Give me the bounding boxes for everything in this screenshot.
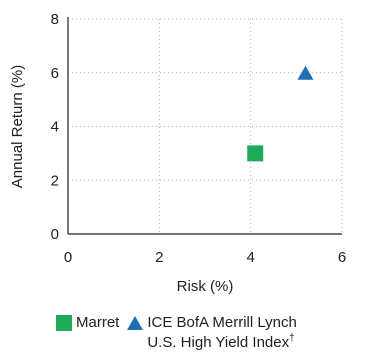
legend-item-marret: Marret bbox=[56, 313, 119, 333]
legend-label-index: ICE BofA Merrill Lynch U.S. High Yield I… bbox=[147, 313, 297, 353]
y-tick-label: 4 bbox=[51, 119, 59, 136]
legend-label-index-dagger: † bbox=[289, 333, 295, 344]
point-high-yield-index bbox=[297, 65, 314, 80]
y-tick-label: 8 bbox=[51, 11, 59, 28]
legend-square-icon bbox=[56, 315, 72, 331]
legend-label-index-line1: ICE BofA Merrill Lynch bbox=[147, 314, 297, 331]
x-tick-label: 2 bbox=[155, 249, 163, 266]
y-axis-title: Annual Return (%) bbox=[9, 65, 26, 188]
scatter-chart: 0 2 4 6 0 2 4 6 8 Risk (%) Annual Return (%) bbox=[9, 11, 347, 295]
point-marret bbox=[247, 145, 264, 162]
legend-label-index-line2: U.S. High Yield Index bbox=[147, 334, 290, 351]
tick-labels: 0 2 4 6 0 2 4 6 8 bbox=[51, 11, 347, 266]
axes bbox=[67, 17, 342, 235]
y-tick-label: 6 bbox=[51, 65, 59, 82]
grid-lines bbox=[68, 18, 343, 234]
x-tick-label: 4 bbox=[246, 249, 254, 266]
x-axis-title: Risk (%) bbox=[177, 278, 234, 295]
legend-label-marret: Marret bbox=[76, 314, 120, 331]
x-tick-label: 6 bbox=[338, 249, 346, 266]
legend-item-index: ICE BofA Merrill Lynch U.S. High Yield I… bbox=[127, 313, 297, 353]
y-tick-label: 2 bbox=[51, 172, 59, 189]
x-tick-label: 0 bbox=[64, 249, 72, 266]
y-tick-label: 0 bbox=[51, 226, 59, 243]
legend: Marret ICE BofA Merrill Lynch U.S. High … bbox=[56, 313, 365, 353]
legend-triangle-icon bbox=[127, 316, 144, 330]
data-points bbox=[247, 65, 314, 162]
